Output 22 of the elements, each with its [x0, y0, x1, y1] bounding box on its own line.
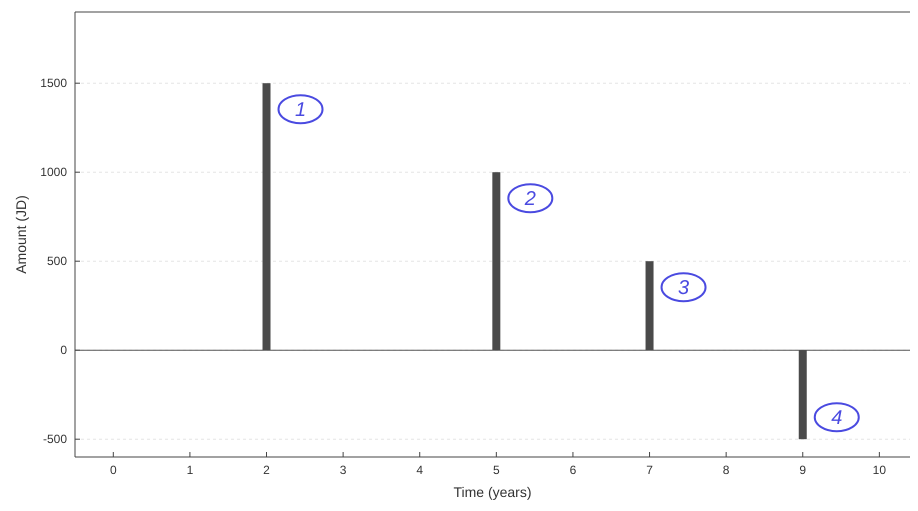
x-tick-label: 10	[872, 463, 886, 477]
annotation: 3	[678, 277, 690, 300]
y-tick-label: 1000	[40, 165, 68, 180]
x-axis-title: Time (years)	[453, 484, 532, 500]
annotation: 2	[524, 188, 536, 210]
y-tick-label: 0	[60, 343, 68, 358]
y-tick-label: 500	[46, 254, 68, 268]
x-tick-label: 9	[799, 463, 806, 477]
y-axis-title: Amount (JD)	[13, 195, 29, 274]
x-tick-label: 7	[646, 463, 654, 477]
x-tick-label: 0	[110, 463, 117, 477]
x-tick-label: 6	[570, 463, 577, 477]
x-tick-label: 3	[340, 463, 347, 477]
x-tick-label: 1	[186, 463, 194, 477]
x-tick-label: 8	[722, 463, 730, 477]
annotation: 4	[831, 407, 842, 430]
x-tick-label: 2	[263, 463, 270, 477]
y-tick-label: 1500	[40, 76, 68, 90]
annotation: 1	[294, 99, 306, 122]
x-tick-label: 4	[416, 463, 424, 477]
x-tick-label: 5	[492, 463, 500, 477]
y-tick-label: -500	[42, 432, 68, 446]
